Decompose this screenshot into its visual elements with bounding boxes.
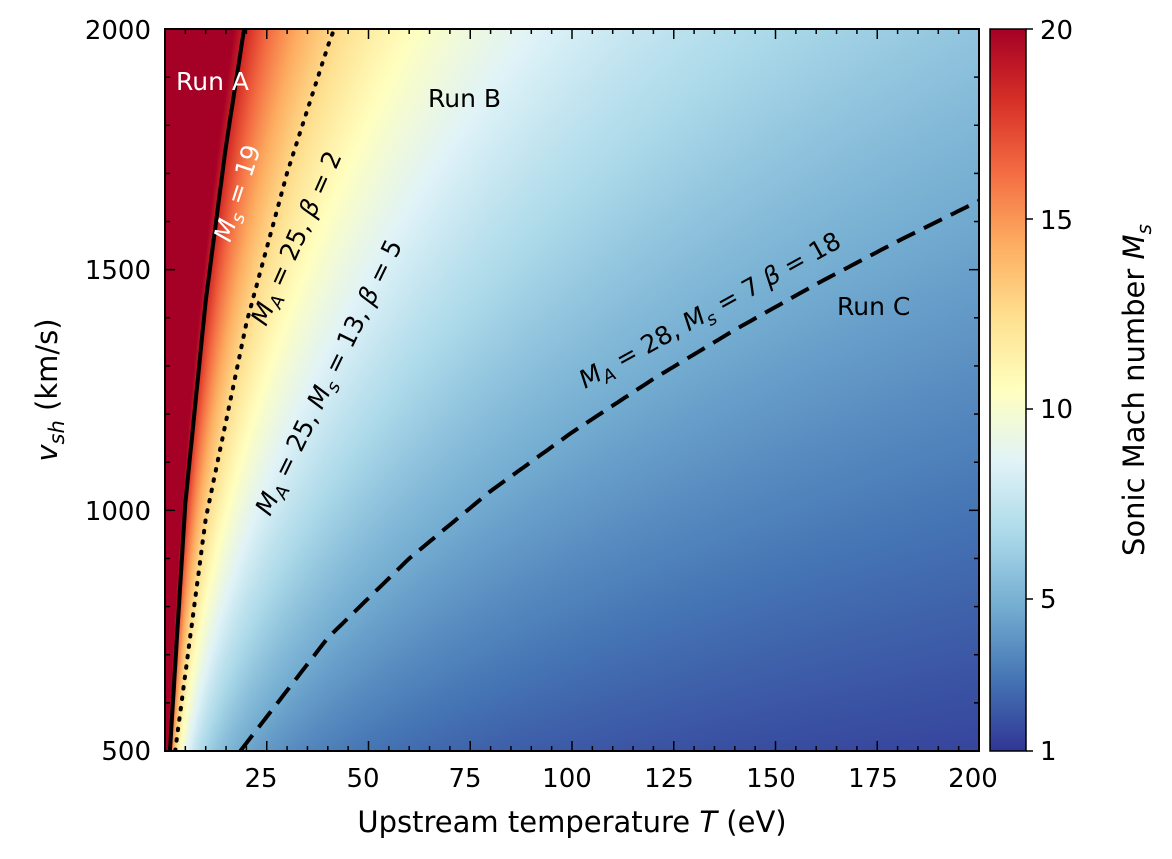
colorbar-label: Sonic Mach number Ms xyxy=(1117,224,1156,556)
colorbar-tick-label: 10 xyxy=(1040,395,1073,425)
run-b-label: Run B xyxy=(428,84,501,113)
x-tick-label: 125 xyxy=(644,764,694,794)
y-tick-labels: 500 1000 1500 2000 xyxy=(85,16,151,767)
colorbar-ticks xyxy=(1026,28,1033,752)
x-tick-label: 100 xyxy=(542,764,592,794)
x-tick-labels: 25 50 75 100 125 150 175 200 xyxy=(244,764,997,794)
y-tick-label: 2000 xyxy=(85,16,151,46)
colorbar-tick-label: 5 xyxy=(1040,585,1057,615)
x-tick-label: 175 xyxy=(848,764,898,794)
y-axis-label: vsh (km/s) xyxy=(30,318,69,461)
x-tick-label: 50 xyxy=(346,764,379,794)
ms19-curve xyxy=(167,29,247,751)
x-tick-label: 150 xyxy=(746,764,796,794)
y-tick-label: 1500 xyxy=(85,256,151,286)
colorbar xyxy=(989,28,1027,752)
colorbar-tick-label: 1 xyxy=(1040,737,1057,767)
heatmap-image xyxy=(165,29,979,751)
axis-ticks xyxy=(165,29,979,751)
colorbar-tick-label: 15 xyxy=(1040,206,1073,236)
x-tick-label: 75 xyxy=(448,764,481,794)
x-tick-label: 25 xyxy=(244,764,277,794)
colorbar-tick-labels: 1 5 10 15 20 xyxy=(1040,16,1073,767)
y-tick-label: 500 xyxy=(101,737,151,767)
run-c-label: Run C xyxy=(837,292,910,321)
run-a-label: Run A xyxy=(176,67,249,96)
x-axis-label: Upstream temperature T (eV) xyxy=(357,805,786,839)
y-tick-label: 1000 xyxy=(85,497,151,527)
colorbar-tick-label: 20 xyxy=(1040,16,1073,46)
ms7-dashed-curve xyxy=(238,199,979,751)
x-tick-label: 200 xyxy=(948,764,998,794)
